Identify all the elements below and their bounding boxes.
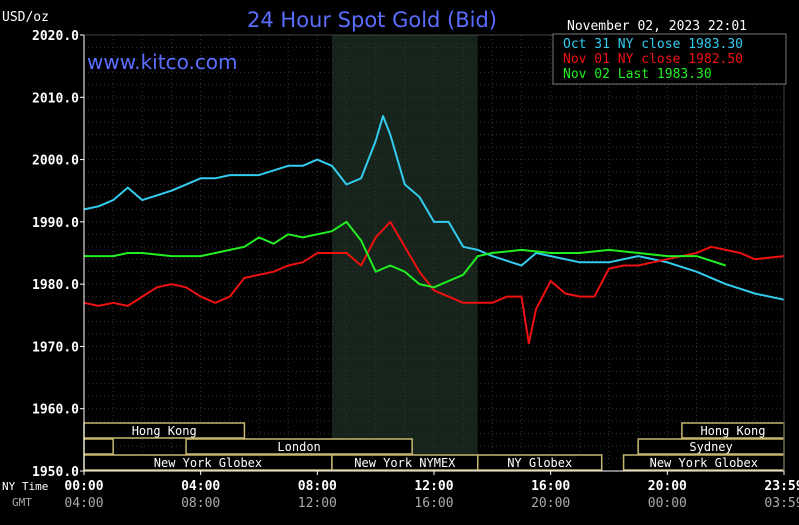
x-tick-label-ny: 23:59 xyxy=(764,479,799,494)
x-tick-label-ny: 04:00 xyxy=(181,479,220,494)
y-tick-label: 1990.0 xyxy=(32,216,79,231)
legend: Oct 31 NY close 1983.30 Nov 01 NY close … xyxy=(552,33,787,85)
chart-title: 24 Hour Spot Gold (Bid) xyxy=(247,8,497,32)
market-bar xyxy=(185,438,413,455)
y-tick-label: 2000.0 xyxy=(32,154,79,169)
y-axis-unit: USD/oz xyxy=(2,10,49,25)
series-line-0 xyxy=(83,115,785,301)
x-tick-label-ny: 08:00 xyxy=(298,479,337,494)
x-tick-label-gmt: 04:00 xyxy=(64,496,103,511)
x-tick-label-ny: 16:00 xyxy=(531,479,570,494)
x-tick-label-gmt: 03:59 xyxy=(764,496,799,511)
nymex-session-shading xyxy=(331,35,478,471)
y-tick-label: 1950.0 xyxy=(32,465,79,480)
market-hours-bars: Hong Kong Hong Kong London Sydney New York G… xyxy=(83,422,785,471)
x-tick-label-ny: 20:00 xyxy=(648,479,687,494)
x-tick-label-gmt: 12:00 xyxy=(298,496,337,511)
x-tick-label-ny: 12:00 xyxy=(414,479,453,494)
market-bar-label: Sydney xyxy=(689,440,732,454)
y-tick-label: 2020.0 xyxy=(32,29,79,44)
x-tick-label-gmt: 00:00 xyxy=(648,496,687,511)
y-tick-label: 1980.0 xyxy=(32,278,79,293)
x-tick-label-gmt: 08:00 xyxy=(181,496,220,511)
market-bar-label: Hong Kong xyxy=(132,424,197,438)
y-tick-label: 1960.0 xyxy=(32,403,79,418)
legend-item-nov02: Nov 02 Last 1983.30 xyxy=(563,67,712,82)
market-bar-label: Hong Kong xyxy=(700,424,765,438)
series-layer xyxy=(83,115,785,345)
market-bar-label: New York Globex xyxy=(650,456,758,470)
series-line-2 xyxy=(84,220,727,289)
series-line-1 xyxy=(83,220,785,345)
x-tick-label-ny: 00:00 xyxy=(64,479,103,494)
x-tick-label-gmt: 20:00 xyxy=(531,496,570,511)
y-tick-label: 1970.0 xyxy=(32,340,79,355)
y-tick-label: 2010.0 xyxy=(32,91,79,106)
chart-datetime: November 02, 2023 22:01 xyxy=(567,19,747,34)
legend-box xyxy=(552,33,787,85)
axis-layer: 2020.0 2010.0 2000.0 1990.0 1980.0 1970.0 1960… xyxy=(2,29,799,511)
market-bar-label: New York Globex xyxy=(154,456,262,470)
market-bar xyxy=(477,454,603,471)
market-bar xyxy=(83,438,114,455)
x-tick-label-gmt: 16:00 xyxy=(414,496,453,511)
market-bar-label: NY Globex xyxy=(507,456,572,470)
legend-item-oct31: Oct 31 NY close 1983.30 xyxy=(563,37,743,52)
website-label: www.kitco.com xyxy=(87,50,238,74)
market-bar-label: New York NYMEX xyxy=(354,456,456,470)
x-axis-row-label-ny: NY Time xyxy=(2,480,48,493)
market-bar-label: London xyxy=(277,440,320,454)
x-axis-row-label-gmt: GMT xyxy=(12,496,32,509)
legend-item-nov01: Nov 01 NY close 1982.50 xyxy=(563,52,743,67)
